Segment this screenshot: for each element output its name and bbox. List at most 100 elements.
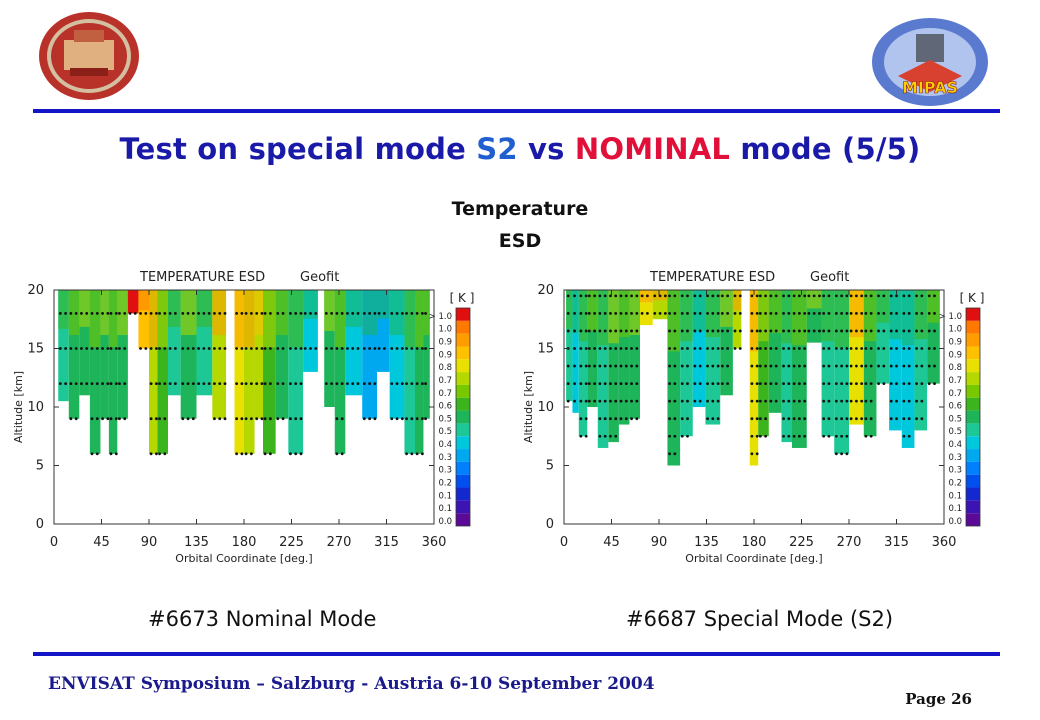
retrieval-dot <box>840 312 844 315</box>
retrieval-dot <box>58 347 62 350</box>
retrieval-dot <box>244 382 248 385</box>
colorbar-cell <box>456 410 470 424</box>
retrieval-dot <box>584 294 588 298</box>
colorbar-cell <box>456 461 470 475</box>
retrieval-dot <box>390 347 394 350</box>
retrieval-dot <box>289 312 292 315</box>
retrieval-dot <box>346 347 349 350</box>
retrieval-dot <box>738 329 742 333</box>
colorbar-cell <box>966 359 980 373</box>
retrieval-dot <box>758 294 762 298</box>
colorbar-label: 0.2 <box>948 479 962 489</box>
retrieval-dot <box>149 312 153 315</box>
retrieval-dot <box>58 312 62 315</box>
retrieval-dot <box>181 382 185 385</box>
data-column <box>244 290 255 454</box>
data-column-upper <box>876 290 890 323</box>
retrieval-dot <box>787 329 791 333</box>
retrieval-dot <box>877 294 880 298</box>
retrieval-dot <box>803 312 807 315</box>
retrieval-dot <box>920 417 924 421</box>
retrieval-dot <box>579 364 583 368</box>
colorbar-cell <box>456 423 470 437</box>
retrieval-dot <box>330 382 334 385</box>
retrieval-dot <box>640 312 644 315</box>
retrieval-dot <box>186 417 190 421</box>
retrieval-dot <box>822 329 826 333</box>
retrieval-dot <box>400 417 404 421</box>
retrieval-dot <box>864 364 868 368</box>
retrieval-dot <box>186 312 190 315</box>
colorbar-cell <box>966 461 980 475</box>
retrieval-dot <box>191 417 195 421</box>
retrieval-dot <box>706 347 709 350</box>
retrieval-dot <box>895 417 898 421</box>
retrieval-dot <box>587 312 591 315</box>
retrieval-dot <box>289 417 292 421</box>
data-column <box>404 290 415 454</box>
retrieval-dot <box>584 417 588 421</box>
retrieval-dot <box>711 347 715 350</box>
retrieval-dot <box>792 399 796 403</box>
retrieval-dot <box>149 417 153 421</box>
y-axis-label: Altitude [km] <box>12 371 25 443</box>
data-column-upper <box>303 290 318 319</box>
retrieval-dot <box>356 347 360 350</box>
retrieval-dot <box>877 364 880 368</box>
retrieval-dot <box>738 294 742 298</box>
retrieval-dot <box>755 452 759 456</box>
retrieval-dot <box>276 312 280 315</box>
retrieval-dot <box>368 312 372 315</box>
retrieval-dot <box>668 364 671 368</box>
retrieval-dot <box>163 382 167 385</box>
retrieval-dot <box>144 347 148 350</box>
retrieval-dot <box>587 399 591 403</box>
retrieval-dot <box>410 347 414 350</box>
retrieval-dot <box>390 382 394 385</box>
retrieval-dot <box>915 329 918 333</box>
retrieval-dot <box>927 329 931 333</box>
retrieval-dot <box>693 329 697 333</box>
chart-subtitle: Geofit <box>810 270 849 285</box>
colorbar-label: 1.0 <box>438 325 452 335</box>
retrieval-dot <box>415 417 419 421</box>
retrieval-dot <box>686 399 689 403</box>
retrieval-dot <box>118 382 121 385</box>
retrieval-dot <box>698 364 702 368</box>
retrieval-dot <box>202 312 206 315</box>
retrieval-dot <box>584 329 588 333</box>
colorbar-cell <box>456 372 470 385</box>
retrieval-dot <box>614 382 618 385</box>
retrieval-dot <box>235 382 239 385</box>
retrieval-dot <box>849 347 853 350</box>
retrieval-dot <box>807 294 811 298</box>
data-column <box>587 290 598 407</box>
retrieval-dot <box>635 399 639 403</box>
retrieval-dot <box>420 452 424 456</box>
retrieval-dot <box>74 417 78 421</box>
retrieval-dot <box>902 434 906 438</box>
x-tick-label: 0 <box>50 535 58 550</box>
retrieval-dot <box>382 312 386 315</box>
retrieval-dot <box>173 382 177 385</box>
retrieval-dot <box>362 347 366 350</box>
retrieval-dot <box>869 364 873 368</box>
retrieval-dot <box>854 312 858 315</box>
retrieval-dot <box>609 312 612 315</box>
colorbar-cell <box>456 346 470 360</box>
data-column-upper <box>263 290 276 348</box>
retrieval-dot <box>711 399 715 403</box>
retrieval-dot <box>118 347 121 350</box>
retrieval-dot <box>168 312 172 315</box>
y-tick-label: 15 <box>27 342 44 357</box>
page-title: Test on special mode S2 vs NOMINAL mode … <box>119 132 921 166</box>
colorbar-label: 0.3 <box>948 453 962 463</box>
retrieval-dot <box>573 347 576 350</box>
retrieval-dot <box>849 382 853 385</box>
retrieval-dot <box>114 347 118 350</box>
retrieval-dot <box>598 364 602 368</box>
retrieval-dot <box>69 382 73 385</box>
retrieval-dot <box>324 347 328 350</box>
retrieval-dot <box>213 312 216 315</box>
retrieval-dot <box>720 329 724 333</box>
